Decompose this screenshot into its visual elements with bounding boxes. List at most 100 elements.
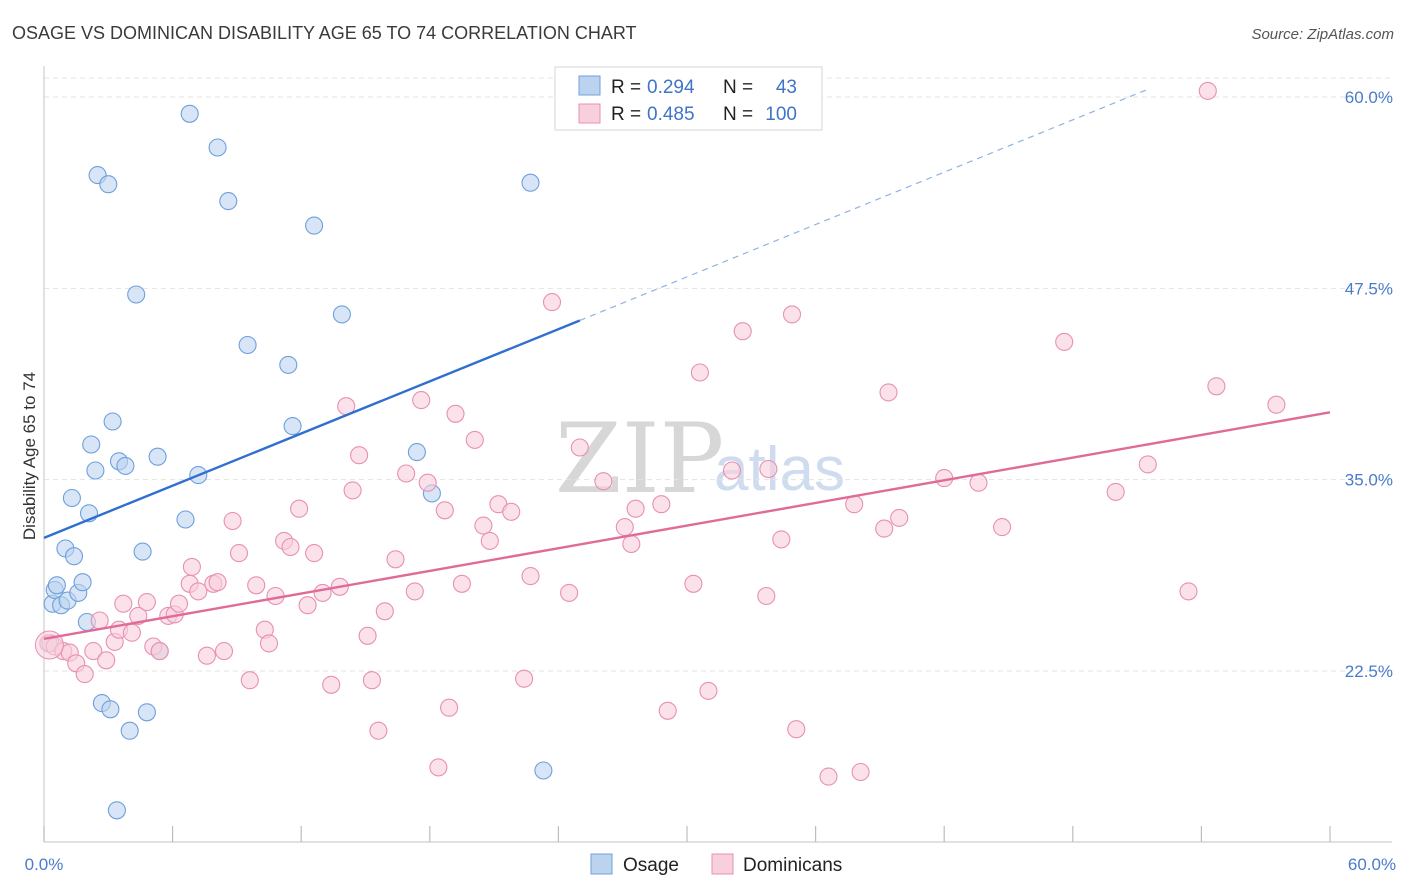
dominicans-point xyxy=(452,574,471,593)
dominicans-point xyxy=(435,501,454,520)
dominicans-point xyxy=(875,519,894,538)
dominicans-point xyxy=(690,363,709,382)
dominicans-point xyxy=(465,430,484,449)
dominicans-point xyxy=(879,383,898,402)
osage-point xyxy=(103,412,122,431)
dominicans-point xyxy=(474,516,493,535)
dominicans-point xyxy=(240,671,259,690)
dominicans-point xyxy=(259,634,279,653)
dominicans-point xyxy=(182,557,201,576)
dominicans-point xyxy=(405,582,424,601)
osage-trend-line xyxy=(43,319,581,539)
dominicans-point xyxy=(429,758,448,777)
osage-point xyxy=(305,216,324,235)
osage-point xyxy=(116,456,135,475)
dominicans-point xyxy=(594,472,613,491)
dominicans-point xyxy=(480,531,499,550)
dominicans-point xyxy=(440,698,459,717)
dominicans-point xyxy=(733,322,752,341)
dominicans-point xyxy=(129,606,148,625)
axes xyxy=(43,66,1392,843)
osage-point xyxy=(64,547,84,566)
dominicans-point xyxy=(515,669,534,688)
dominicans-point xyxy=(699,681,718,700)
osage-point xyxy=(99,175,118,194)
dominicans-point xyxy=(305,544,324,563)
dominicans-point xyxy=(1106,482,1125,501)
dominicans-point xyxy=(386,550,405,569)
dominicans-point xyxy=(772,530,791,549)
dominicans-point xyxy=(350,446,369,465)
bottom-legend-swatch-dominicans xyxy=(711,853,734,875)
dominicans-point xyxy=(84,642,103,661)
dominicans-point xyxy=(214,642,234,661)
watermark: ZIP atlas xyxy=(555,403,845,515)
dominicans-point xyxy=(343,481,362,500)
dominicans-point xyxy=(782,305,802,324)
osage-point xyxy=(120,721,139,740)
osage-point xyxy=(219,192,238,211)
bottom-legend-swatch-osage xyxy=(590,853,613,875)
dominicans-point xyxy=(375,602,394,621)
dominicans-point xyxy=(622,534,641,554)
y-tick-label: 60.0% xyxy=(1345,88,1393,107)
dominicans-point xyxy=(1198,81,1217,100)
trend-lines xyxy=(43,88,1331,641)
dominicans-point xyxy=(412,391,431,410)
dominicans-point xyxy=(626,499,645,518)
dominicans-point xyxy=(362,671,381,690)
dominicans-trend-line xyxy=(43,411,1331,641)
y-tick-label: 22.5% xyxy=(1345,662,1393,681)
osage-point xyxy=(137,703,156,722)
dominicans-point xyxy=(418,473,437,492)
legend-r-label-osage: R = xyxy=(611,77,641,98)
osage-point xyxy=(208,138,227,157)
osage-point xyxy=(86,461,105,480)
legend-swatch-dominicans xyxy=(578,103,601,124)
y-tick-label: 47.5% xyxy=(1345,279,1393,298)
legend-swatch-osage xyxy=(578,75,601,96)
osage-point xyxy=(133,542,152,561)
dominicans-point xyxy=(150,642,169,661)
dominicans-point xyxy=(570,438,589,457)
dominicans-point xyxy=(759,459,778,479)
dominicans-point xyxy=(787,720,806,739)
dominicans-point xyxy=(223,511,242,531)
dominicans-point xyxy=(757,586,776,606)
legend-n-value-dominicans: 100 xyxy=(765,104,797,125)
dominicans-point xyxy=(114,594,133,613)
watermark-zip: ZIP xyxy=(555,403,724,515)
osage-point xyxy=(279,355,298,374)
dominicans-point xyxy=(890,508,909,527)
legend-n-label-dominicans: N = xyxy=(723,104,753,125)
dominicans-point xyxy=(358,626,377,645)
dominicans-point xyxy=(1207,377,1226,396)
dominicans-point xyxy=(75,665,94,684)
chart-title: OSAGE VS DOMINICAN DISABILITY AGE 65 TO … xyxy=(12,23,637,43)
osage-point xyxy=(62,488,81,508)
dominicans-point xyxy=(652,495,671,514)
series-osage xyxy=(41,104,553,820)
dominicans-point xyxy=(298,596,317,615)
dominicans-point xyxy=(208,573,227,592)
dominicans-point xyxy=(684,574,703,593)
dominicans-point xyxy=(446,404,465,423)
series-points xyxy=(34,81,1286,820)
dominicans-point xyxy=(137,593,156,612)
dominicans-point xyxy=(1138,455,1157,474)
y-tick-labels: 22.5% 35.0% 47.5% 60.0% xyxy=(1345,88,1393,681)
osage-point xyxy=(176,510,195,529)
osage-point xyxy=(521,173,540,192)
dominicans-point xyxy=(97,651,116,670)
dominicans-point xyxy=(1055,332,1074,351)
legend-r-label-dominicans: R = xyxy=(611,104,641,125)
y-axis-label: Disability Age 65 to 74 xyxy=(20,372,39,540)
dominicans-point xyxy=(969,473,988,492)
dominicans-point xyxy=(722,461,742,480)
dominicans-point xyxy=(993,518,1012,537)
dominicans-point xyxy=(1179,582,1198,601)
dominicans-point xyxy=(369,721,388,740)
dominicans-point xyxy=(290,499,309,518)
x-tick-label-min: 0.0% xyxy=(25,855,64,874)
